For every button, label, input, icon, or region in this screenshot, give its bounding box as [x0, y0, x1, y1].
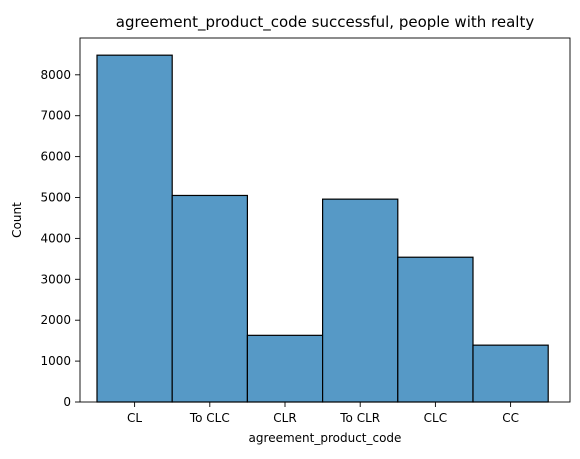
x-tick-label: CC [502, 411, 519, 425]
bar [472, 344, 549, 403]
x-tick-label: CL [127, 411, 142, 425]
x-tick-label: To CLR [339, 411, 380, 425]
bar [246, 334, 324, 403]
x-tick-label: CLC [424, 411, 447, 425]
x-tick-label: CLR [273, 411, 296, 425]
plot-frame [79, 37, 571, 403]
y-tick-label: 4000 [40, 231, 71, 245]
chart-title: agreement_product_code successful, peopl… [116, 13, 535, 32]
bar [96, 54, 173, 403]
y-tick-label: 2000 [40, 313, 71, 327]
x-axis-label: agreement_product_code [249, 431, 402, 445]
y-tick-label: 7000 [40, 109, 71, 123]
y-tick-label: 0 [63, 395, 71, 409]
bar [322, 198, 399, 403]
bar [397, 256, 474, 403]
x-tick-label: To CLC [189, 411, 230, 425]
y-tick-label: 8000 [40, 68, 71, 82]
y-tick-label: 6000 [40, 150, 71, 164]
bars-layer [96, 54, 549, 403]
y-tick-label: 1000 [40, 354, 71, 368]
y-axis-label: Count [10, 202, 24, 238]
bar [171, 194, 248, 403]
x-axis-ticks: CL To CLC CLR To CLR CLC CC [127, 402, 519, 425]
y-axis-ticks: 0 1000 2000 3000 4000 5000 6000 7000 8000 [40, 68, 80, 409]
y-tick-label: 3000 [40, 272, 71, 286]
y-tick-label: 5000 [40, 191, 71, 205]
